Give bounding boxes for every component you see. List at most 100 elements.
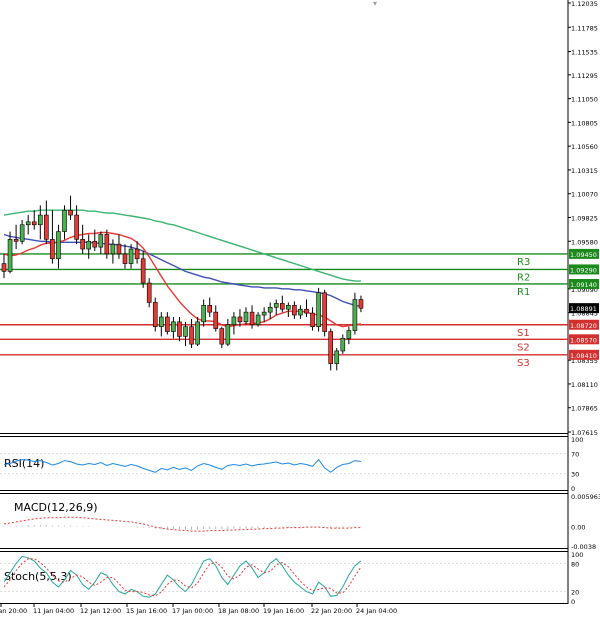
macd-tick-label: -0.0038 <box>571 543 596 551</box>
candle <box>31 210 37 230</box>
candle-body <box>237 316 243 323</box>
macd-tick-label: 0.005963 <box>571 493 600 501</box>
candle <box>37 205 43 240</box>
price-tick-label: 1.10560 <box>571 143 598 151</box>
candle <box>334 348 340 371</box>
candle <box>80 224 85 254</box>
price-tick-label: 1.08845 <box>571 310 598 318</box>
chart-shift-icon[interactable]: ▾ <box>373 0 377 8</box>
candle <box>116 234 122 259</box>
time-tick-label: 18 Jan 08:00 <box>218 607 259 615</box>
candle-body <box>207 305 212 313</box>
candle <box>207 297 212 317</box>
candle-body <box>37 214 43 226</box>
level-name-r1: R1 <box>517 287 530 298</box>
level-name-r3: R3 <box>517 257 530 268</box>
candle <box>13 224 19 250</box>
level-name-r2: R2 <box>517 272 530 283</box>
price-tick-label: 1.07615 <box>571 429 598 437</box>
candle-body <box>74 214 79 240</box>
candle-body <box>146 282 152 303</box>
level-price-label: 1.08410 <box>570 352 597 360</box>
candle-body <box>279 303 285 310</box>
candle <box>62 205 67 240</box>
candle-body <box>44 214 49 240</box>
candle <box>183 321 188 347</box>
level-price-box <box>569 334 599 345</box>
candle-body <box>249 311 255 326</box>
candle-body <box>304 308 309 314</box>
candle-body <box>292 305 297 316</box>
candle <box>340 334 346 354</box>
candle-body <box>213 311 219 329</box>
time-tick-label: 17 Jan 00:00 <box>172 607 213 615</box>
candle-body <box>201 305 206 323</box>
candle-body <box>183 326 188 337</box>
price-tick-label: 1.08110 <box>571 381 598 389</box>
candle <box>177 316 182 342</box>
time-tick-label: 19 Jan 16:00 <box>263 607 304 615</box>
candle-body <box>19 224 25 242</box>
candle-body <box>128 248 134 264</box>
candle-body <box>261 311 267 316</box>
candle-body <box>195 321 200 345</box>
candle-body <box>255 314 261 326</box>
candle <box>219 326 225 349</box>
level-price-label: 1.09450 <box>570 251 597 259</box>
candle <box>292 301 297 319</box>
candle-body <box>171 321 176 332</box>
candle <box>1 253 7 279</box>
time-tick-label: 22 Jan 20:00 <box>311 607 352 615</box>
price-tick-label: 1.10315 <box>571 167 598 175</box>
candle-body <box>56 231 61 260</box>
candle <box>134 241 140 264</box>
candle-body <box>98 234 104 248</box>
candle-body <box>322 292 327 332</box>
candle-body <box>225 324 231 345</box>
stoch-tick-label: 100 <box>571 551 583 559</box>
candle <box>237 309 243 327</box>
candle-body <box>104 234 110 255</box>
candle-body <box>152 302 158 327</box>
candle-body <box>140 258 146 284</box>
candle-body <box>310 312 315 327</box>
candle <box>249 305 255 329</box>
level-price-label: 1.09290 <box>570 266 597 274</box>
price-tick-label: 1.10070 <box>571 191 598 199</box>
candle-body <box>346 330 352 339</box>
stoch-tick-label: 20 <box>571 589 579 597</box>
level-price-labels: R3 1.09450 R2 1.09290 R1 1.09140 S1 1.08720 S2 1.… <box>517 248 599 369</box>
stoch-tick-label: 80 <box>571 560 579 568</box>
candle <box>25 215 31 235</box>
price-tick-label: 1.11535 <box>571 49 598 57</box>
price-tick-label: 1.09825 <box>571 215 598 223</box>
candle <box>286 302 291 317</box>
candle-body <box>298 308 303 316</box>
candle <box>140 250 146 288</box>
candle-body <box>340 338 346 352</box>
candle <box>68 195 73 220</box>
candle <box>322 289 327 337</box>
current-price-box <box>569 303 599 314</box>
price-tick-label: 1.07865 <box>571 405 598 413</box>
level-price-box <box>569 349 599 360</box>
support-resistance-levels <box>0 253 568 356</box>
level-price-label: 1.08570 <box>570 336 597 344</box>
candle-body <box>328 331 334 364</box>
candle <box>201 299 206 327</box>
level-price-box <box>569 319 599 330</box>
rsi-tick-label: 100 <box>571 436 583 444</box>
time-axis: 10 Jan 20:00 11 Jan 04:00 12 Jan 12:00 15 J… <box>0 604 397 615</box>
candle-body <box>116 243 122 255</box>
level-price-label: 1.08720 <box>570 322 597 330</box>
price-tick-label: 1.12035 <box>571 0 598 8</box>
candle <box>122 244 128 269</box>
candle <box>50 210 55 264</box>
stoch-d-line <box>3 558 362 597</box>
candlesticks <box>1 195 364 371</box>
candle-body <box>110 243 116 255</box>
time-tick-label: 10 Jan 20:00 <box>0 607 27 615</box>
candle <box>19 219 25 245</box>
current-price-label: 1.08891 <box>570 305 597 313</box>
